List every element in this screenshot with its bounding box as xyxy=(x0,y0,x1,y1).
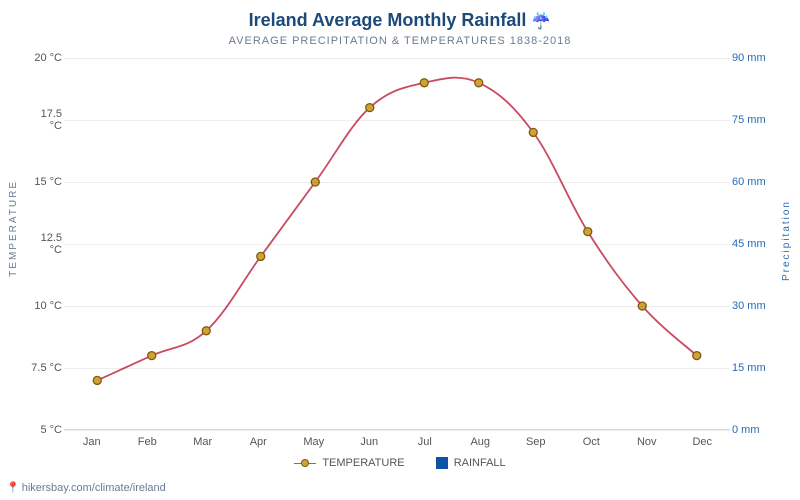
legend-item-rainfall: RAINFALL xyxy=(436,457,506,469)
grid-line xyxy=(64,58,730,59)
y-tick-left: 10 °C xyxy=(26,300,62,312)
legend-label-temperature: TEMPERATURE xyxy=(322,457,404,469)
y-tick-right: 75 mm xyxy=(732,114,776,126)
legend: TEMPERATURE RAINFALL xyxy=(0,457,800,472)
grid-line xyxy=(64,244,730,245)
temperature-marker xyxy=(584,228,592,236)
legend-marker-box-icon xyxy=(436,457,448,469)
legend-marker-line-icon xyxy=(294,457,316,469)
x-tick-label: Mar xyxy=(175,436,231,448)
title-text: Ireland Average Monthly Rainfall xyxy=(249,10,527,30)
grid-line xyxy=(64,306,730,307)
legend-label-rainfall: RAINFALL xyxy=(454,457,506,469)
pin-icon: 📍 xyxy=(6,482,20,494)
temperature-marker xyxy=(93,376,101,384)
y-tick-left: 12.5 °C xyxy=(26,232,62,256)
temperature-marker xyxy=(148,352,156,360)
chart-subtitle: AVERAGE PRECIPITATION & TEMPERATURES 183… xyxy=(0,35,800,47)
y-tick-right: 30 mm xyxy=(732,300,776,312)
x-tick-label: Feb xyxy=(120,436,176,448)
x-tick-label: Nov xyxy=(619,436,675,448)
y-tick-left: 15 °C xyxy=(26,176,62,188)
y-tick-right: 60 mm xyxy=(732,176,776,188)
x-axis-labels: JanFebMarAprMayJunJulAugSepOctNovDec xyxy=(64,436,730,448)
temperature-marker xyxy=(529,128,537,136)
temperature-line xyxy=(97,78,697,381)
temperature-marker xyxy=(420,79,428,87)
y-tick-right: 90 mm xyxy=(732,52,776,64)
y-tick-left: 20 °C xyxy=(26,52,62,64)
y-tick-left: 17.5 °C xyxy=(26,108,62,132)
x-tick-label: Apr xyxy=(231,436,287,448)
x-tick-label: Oct xyxy=(564,436,620,448)
footer: 📍hikersbay.com/climate/ireland xyxy=(6,481,166,494)
x-tick-label: Sep xyxy=(508,436,564,448)
y-tick-left: 5 °C xyxy=(26,424,62,436)
x-tick-label: Jun xyxy=(342,436,398,448)
y-axis-right-label: Precipitation xyxy=(781,200,792,281)
temperature-marker xyxy=(366,104,374,112)
grid-line xyxy=(64,182,730,183)
y-tick-right: 15 mm xyxy=(732,362,776,374)
y-tick-left: 7.5 °C xyxy=(26,362,62,374)
x-tick-label: Jan xyxy=(64,436,120,448)
umbrella-icon: ☔ xyxy=(531,13,551,30)
temperature-marker xyxy=(202,327,210,335)
chart-title: Ireland Average Monthly Rainfall ☔ xyxy=(0,0,800,31)
grid-line xyxy=(64,368,730,369)
y-tick-right: 0 mm xyxy=(732,424,776,436)
chart-container: Ireland Average Monthly Rainfall ☔ AVERA… xyxy=(0,0,800,500)
plot-area xyxy=(64,58,730,430)
temperature-marker xyxy=(475,79,483,87)
x-tick-label: Jul xyxy=(397,436,453,448)
x-tick-label: Aug xyxy=(453,436,509,448)
y-axis-left-label: TEMPERATURE xyxy=(8,180,19,277)
grid-line xyxy=(64,430,730,431)
x-tick-label: Dec xyxy=(675,436,731,448)
footer-text: hikersbay.com/climate/ireland xyxy=(22,482,166,494)
y-tick-right: 45 mm xyxy=(732,238,776,250)
temperature-marker xyxy=(693,352,701,360)
legend-item-temperature: TEMPERATURE xyxy=(294,457,404,469)
temperature-marker xyxy=(257,252,265,260)
x-tick-label: May xyxy=(286,436,342,448)
grid-line xyxy=(64,120,730,121)
